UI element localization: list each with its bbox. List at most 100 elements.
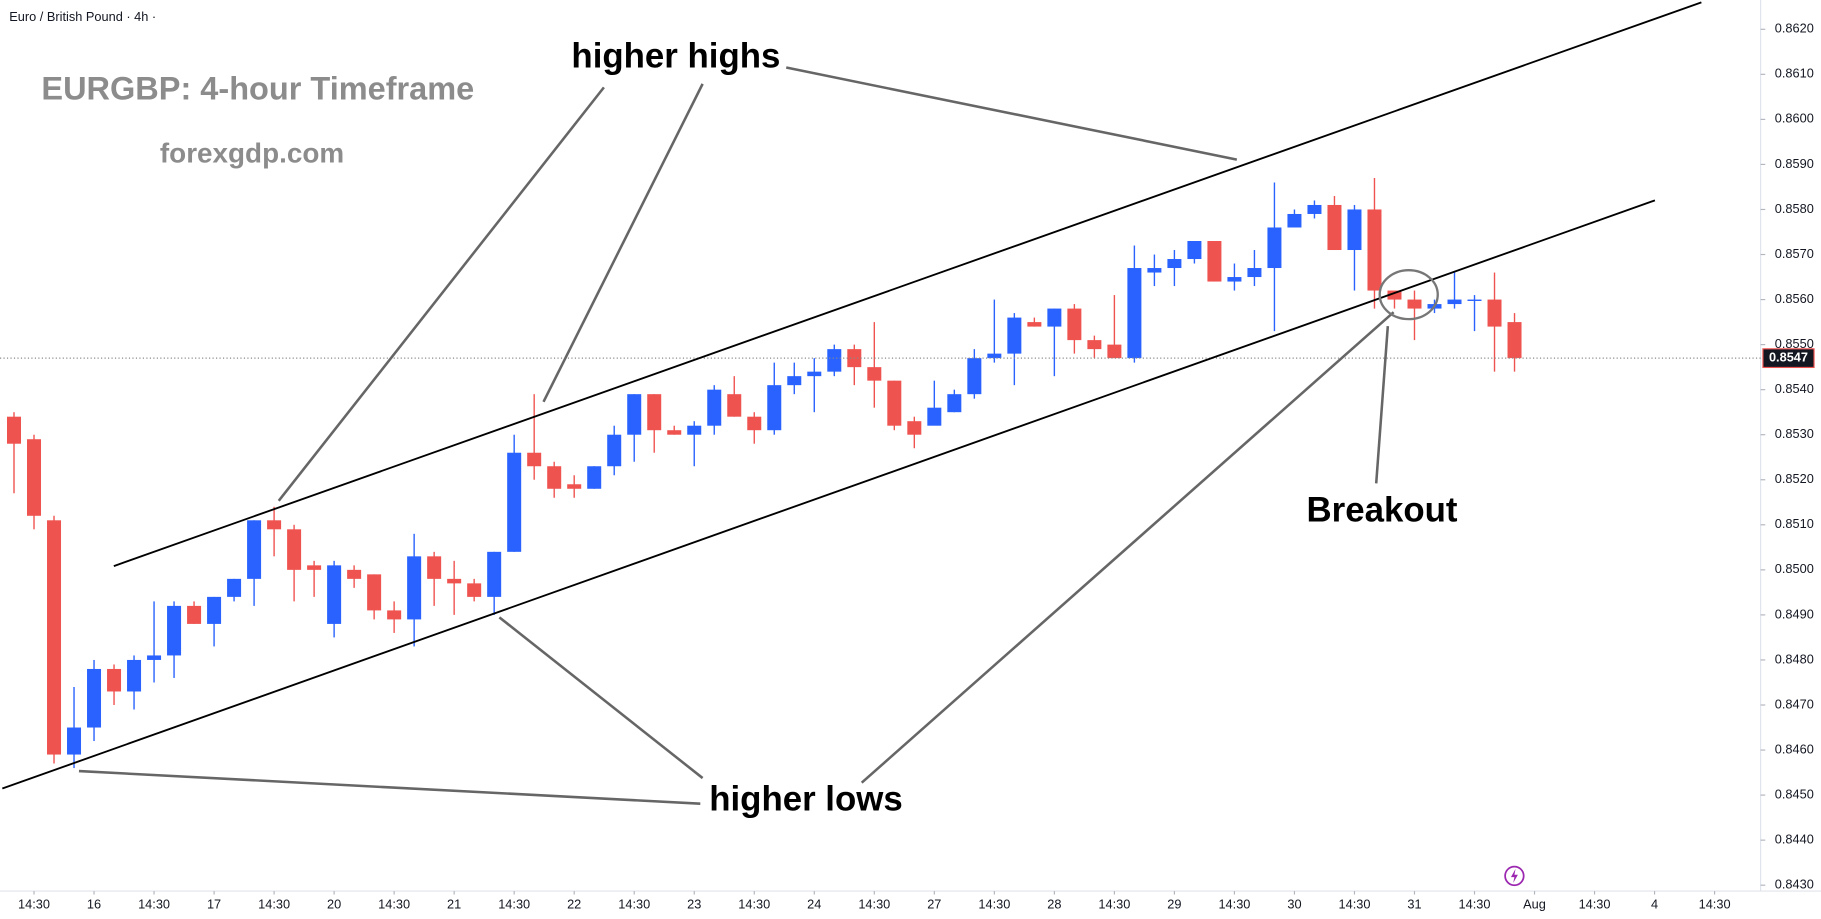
candle-body	[327, 565, 342, 624]
candle-body	[467, 583, 482, 597]
candle-body	[1267, 227, 1282, 269]
candle-body	[387, 610, 402, 620]
candle-body	[827, 349, 842, 372]
last-price-box	[1762, 348, 1815, 369]
alert-icon[interactable]	[1504, 865, 1525, 887]
candle-body	[447, 578, 462, 584]
candle-body	[307, 565, 322, 570]
x-tick-label: 27	[927, 896, 941, 911]
x-tick-label: 23	[687, 896, 701, 911]
candle-body	[1347, 209, 1362, 251]
candle-body	[427, 556, 442, 579]
y-tick-label: 0.8500	[1775, 561, 1814, 576]
candle-body	[67, 727, 82, 755]
annotation: higher highs	[571, 36, 780, 75]
y-tick-label: 0.8610	[1775, 66, 1814, 81]
y-tick-label: 0.8430	[1775, 877, 1814, 892]
y-tick-label: 0.8480	[1775, 651, 1814, 666]
candle-body	[1487, 299, 1502, 327]
x-tick-label: 16	[87, 896, 101, 911]
candle-body	[707, 389, 722, 426]
candle-body	[1207, 241, 1222, 282]
candle-body	[1287, 213, 1302, 228]
x-tick-label: 20	[327, 896, 341, 911]
pointer	[277, 86, 605, 502]
y-tick-label: 0.8560	[1775, 291, 1814, 306]
candle-body	[767, 385, 782, 431]
breakout-circle	[1378, 269, 1439, 321]
candle-body	[487, 551, 502, 597]
y-tick-label: 0.8570	[1775, 246, 1814, 261]
x-tick-label: 14:30	[618, 896, 650, 911]
candle-body	[947, 394, 962, 413]
candle-body	[1227, 277, 1242, 282]
candle-body	[507, 452, 522, 552]
x-tick-label: 22	[567, 896, 581, 911]
x-tick-label: 14:30	[978, 896, 1010, 911]
candle-body	[1327, 204, 1342, 251]
candle-body	[27, 439, 42, 516]
candle-body	[967, 358, 982, 395]
candle-body	[987, 353, 1002, 359]
candle-body	[647, 394, 662, 431]
pointer	[78, 769, 701, 805]
upper-trendline	[113, 1, 1702, 567]
alert-icon-bolt	[1510, 868, 1518, 883]
candle-body	[1127, 268, 1142, 359]
annotation: EURGBP: 4-hour Timeframe	[41, 70, 474, 106]
pointer	[1374, 326, 1390, 484]
x-tick-label: 14:30	[1098, 896, 1130, 911]
candle-body	[187, 605, 202, 624]
x-tick-label: 14:30	[498, 896, 530, 911]
plot	[0, 177, 1761, 769]
x-tick-label: Aug	[1523, 896, 1546, 911]
candle-body	[587, 466, 602, 489]
annotation: forexgdp.com	[160, 137, 344, 168]
candle-body	[207, 596, 222, 624]
candle-body	[1387, 290, 1402, 300]
candle-body	[867, 367, 882, 381]
pointer	[785, 66, 1238, 161]
y-tick-label: 0.8470	[1775, 696, 1814, 711]
candle-body	[1247, 268, 1262, 278]
candle-body	[407, 556, 422, 620]
annotation: Breakout	[1307, 491, 1458, 530]
candle-body	[267, 520, 282, 530]
candle-body	[1187, 241, 1202, 260]
pointer	[860, 311, 1395, 784]
y-tick-label: 0.8450	[1775, 786, 1814, 801]
pointer	[498, 616, 704, 780]
candle-body	[227, 578, 242, 597]
candle-body	[1167, 259, 1182, 269]
x-tick-label: 14:30	[1579, 896, 1611, 911]
candle-body	[807, 371, 822, 377]
candle-body	[1027, 322, 1042, 327]
x-tick-label: 14:30	[858, 896, 890, 911]
last-price-label: 0.8547	[1769, 349, 1808, 364]
x-tick-label: 4	[1651, 896, 1658, 911]
y-tick-label: 0.8460	[1775, 741, 1814, 756]
x-tick-label: 14:30	[138, 896, 170, 911]
candle-body	[367, 574, 382, 611]
y-tick-label: 0.8590	[1775, 156, 1814, 171]
candle-body	[87, 668, 102, 728]
y-tick-label: 0.8510	[1775, 516, 1814, 531]
candle-body	[1367, 209, 1382, 291]
candle-body	[887, 380, 902, 426]
candle-body	[1307, 204, 1322, 214]
y-tick-label: 0.8550	[1775, 336, 1814, 351]
candle-body	[7, 416, 22, 444]
candle-body	[1447, 299, 1462, 305]
candle-body	[107, 668, 122, 692]
candle-body	[1007, 317, 1022, 354]
annotation: higher lows	[709, 780, 902, 819]
candle-body	[47, 520, 62, 755]
candle-body	[247, 520, 262, 579]
candle-body	[927, 407, 942, 426]
candle-body	[1067, 308, 1082, 341]
chart-title: Euro / British Pound · 4h ·	[9, 9, 156, 24]
x-tick-label: 30	[1287, 896, 1301, 911]
candle-body	[167, 605, 182, 656]
pointer	[542, 83, 704, 403]
